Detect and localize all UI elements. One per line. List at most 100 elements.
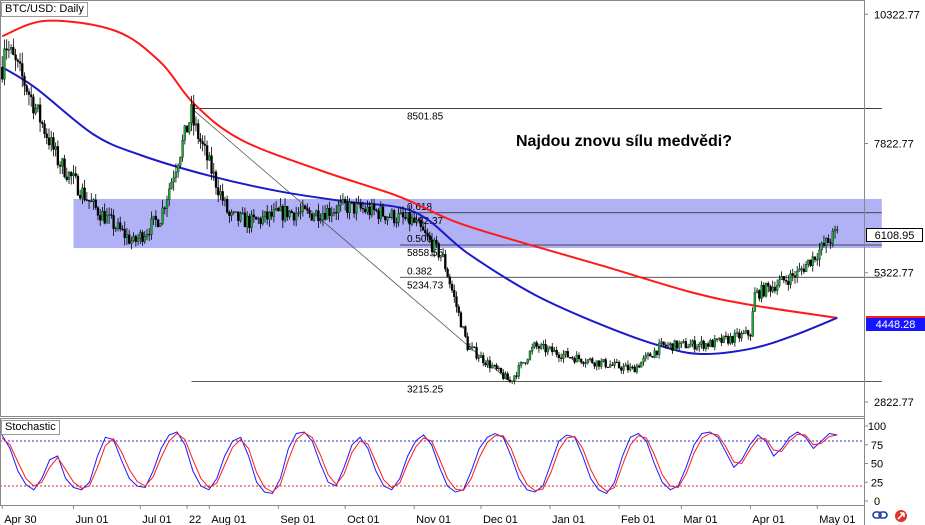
candle-body (682, 341, 685, 343)
candle-body (70, 172, 73, 177)
candle-body (593, 362, 596, 367)
candle-body (698, 344, 701, 348)
candle-body (613, 361, 616, 366)
candle-body (711, 340, 714, 348)
candle-body (25, 85, 28, 92)
candle-body (413, 217, 416, 222)
link-icon[interactable] (872, 509, 888, 524)
candle-body (689, 343, 692, 348)
candle-body (174, 171, 178, 178)
candle-body (384, 216, 387, 221)
candle-body (624, 364, 627, 367)
candle-body (148, 234, 151, 236)
candle-body (822, 242, 826, 246)
candle-body (771, 286, 774, 292)
candle-body (524, 362, 527, 364)
candle-body (346, 202, 349, 213)
candle-body (637, 365, 641, 368)
candle-body (660, 341, 663, 344)
candle-body (809, 259, 812, 266)
candle-body (673, 340, 676, 351)
candle-body (430, 239, 434, 252)
candle-body (50, 137, 53, 146)
candle-body (462, 326, 465, 328)
chart-settings-icon[interactable] (894, 509, 908, 525)
candle-body (107, 214, 111, 216)
candle-body (101, 211, 104, 221)
candle-body (693, 340, 696, 350)
candle-body (119, 222, 122, 230)
candle-body (793, 275, 797, 278)
candle-body (546, 347, 549, 353)
candle-body (482, 355, 485, 364)
candle-body (573, 358, 576, 363)
fib-ratio-label: 0.618 (407, 202, 432, 213)
candle-body (76, 175, 80, 196)
candle-body (773, 286, 777, 291)
candle-body (90, 200, 93, 203)
candle-body (818, 249, 821, 260)
candle-body (727, 336, 730, 344)
candle-body (484, 362, 487, 366)
candle-body (713, 338, 716, 348)
candle-body (566, 351, 569, 358)
candle-body (511, 380, 514, 382)
candle-body (52, 137, 55, 150)
candle-body (38, 104, 42, 123)
candle-body (168, 188, 171, 200)
candle-body (519, 362, 523, 366)
candle-body (755, 290, 759, 293)
candle-body (718, 337, 721, 340)
candle-body (141, 232, 144, 242)
candle-body (495, 364, 498, 369)
time-tick-label: Jul 01 (142, 514, 171, 525)
time-tick-label: May 01 (819, 514, 855, 525)
candle-body (290, 210, 293, 213)
time-tick-label: Aug 01 (211, 514, 246, 525)
candle-body (651, 356, 654, 358)
candle-body (789, 273, 792, 285)
fib-high-label: 8501.85 (407, 111, 444, 122)
candle-body (640, 361, 643, 368)
candle-body (283, 206, 287, 221)
candle-body (426, 232, 429, 237)
candle-body (504, 373, 507, 379)
candle-body (61, 158, 64, 167)
candle-body (586, 359, 590, 363)
candle-body (328, 208, 331, 216)
candle-body (678, 343, 681, 349)
candle-body (348, 201, 351, 213)
candle-body (796, 270, 799, 278)
candle-body (816, 259, 819, 261)
candle-body (58, 164, 62, 167)
candle-body (747, 330, 750, 336)
fib-trendline (191, 108, 511, 382)
fast-moving-average (1, 66, 838, 356)
candle-body (611, 364, 614, 366)
last-price-tag: 6108.95 (866, 228, 923, 242)
candle-body (330, 213, 333, 216)
candle-body (315, 210, 318, 217)
candle-body (366, 206, 369, 213)
candle-body (372, 203, 376, 210)
candle-body (758, 290, 761, 299)
candle-body (824, 238, 828, 246)
candle-body (526, 359, 529, 364)
candle-body (359, 202, 362, 209)
price-tick-label: 10322.77 (874, 9, 920, 21)
candle-body (617, 362, 621, 368)
candle-body (410, 217, 414, 225)
candle-body (299, 211, 302, 214)
candle-body (357, 202, 360, 204)
candle-body (234, 211, 238, 213)
candle-body (388, 216, 391, 218)
candle-body (395, 222, 398, 224)
candle-body (649, 353, 652, 357)
time-tick-label: Oct 01 (347, 514, 379, 525)
candle-body (123, 229, 126, 238)
candle-body (428, 235, 431, 240)
candle-body (114, 228, 117, 230)
candle-body (539, 344, 543, 349)
candle-body (836, 229, 839, 231)
candle-body (560, 357, 563, 359)
